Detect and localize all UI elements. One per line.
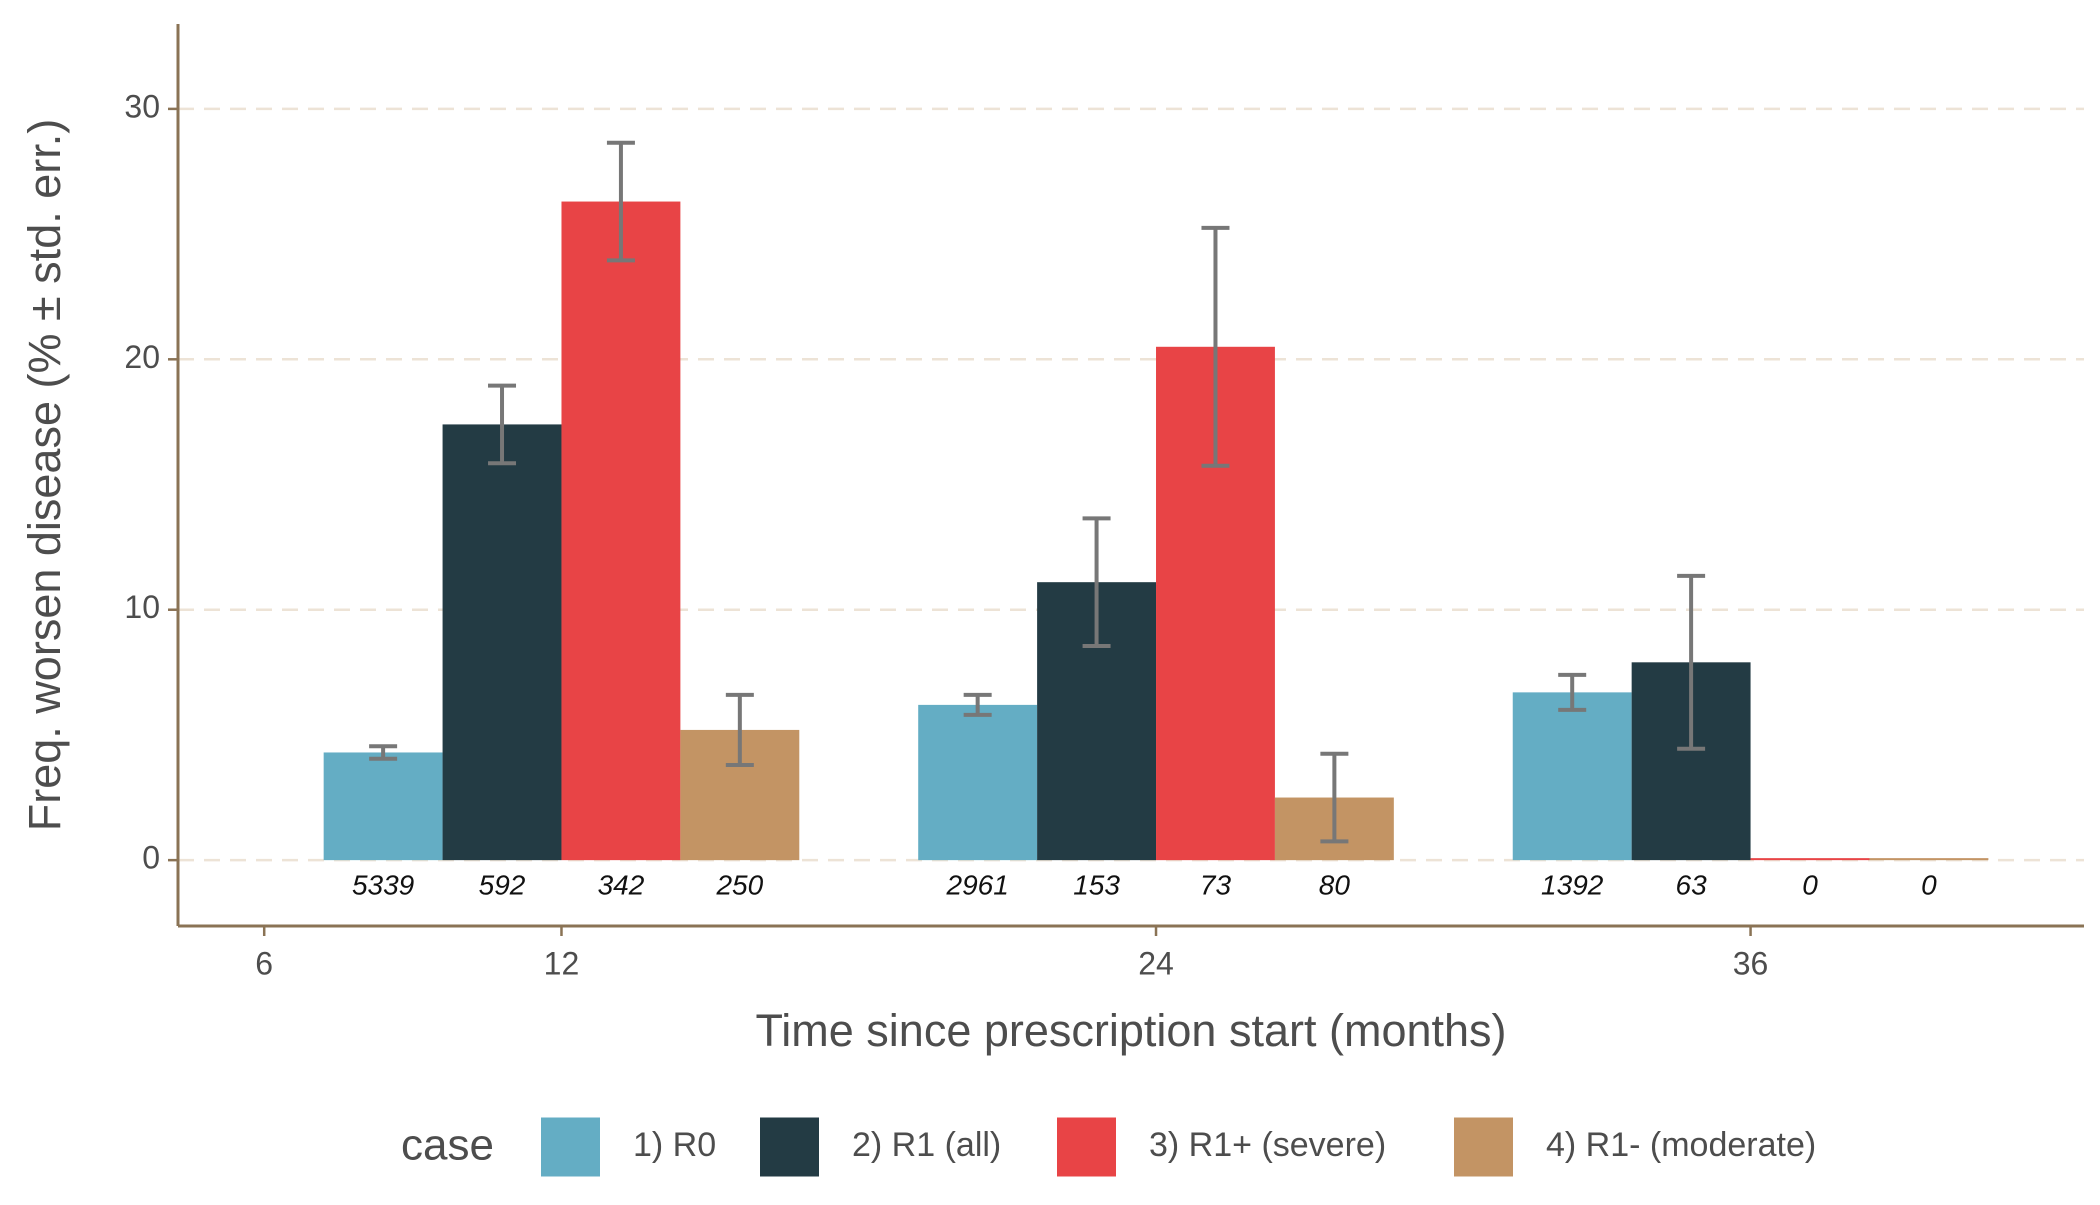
- y-tick-label: 30: [124, 88, 160, 124]
- bar: [442, 424, 562, 861]
- count-label: 342: [598, 869, 645, 900]
- legend-label: 4) R1- (moderate): [1546, 1126, 1816, 1164]
- error-bar: [606, 140, 635, 263]
- x-tick-label: 12: [544, 945, 580, 981]
- count-label: 80: [1319, 869, 1351, 900]
- error-bar: [369, 744, 398, 761]
- x-axis-title: Time since prescription start (months): [755, 1005, 1506, 1056]
- error-bar: [963, 692, 992, 717]
- error-bar: [488, 383, 517, 466]
- bar: [561, 201, 681, 861]
- legend-key: [1454, 1117, 1513, 1177]
- y-axis-title: Freq. worsen disease (% ± std. err.): [19, 119, 70, 831]
- count-label: 592: [479, 869, 526, 900]
- legend-label: 1) R0: [633, 1126, 716, 1164]
- x-tick-label: 24: [1138, 945, 1174, 981]
- count-label: 1392: [1541, 869, 1604, 900]
- y-tick-label: 20: [124, 339, 160, 375]
- error-bar: [1677, 573, 1706, 751]
- count-label: 0: [1921, 869, 1937, 900]
- legend-label: 3) R1+ (severe): [1149, 1126, 1386, 1164]
- bar: [1750, 858, 1870, 861]
- legend-key: [1057, 1117, 1116, 1177]
- y-tick-label: 0: [142, 840, 160, 876]
- count-label: 5339: [352, 869, 414, 900]
- error-bar: [1558, 672, 1587, 712]
- bar: [918, 704, 1038, 861]
- legend-title: case: [401, 1121, 494, 1170]
- error-bar: [725, 692, 754, 767]
- error-bar: [1082, 516, 1111, 649]
- count-label: 2961: [946, 869, 1009, 900]
- legend-label: 2) R1 (all): [852, 1126, 1001, 1164]
- bar: [323, 752, 443, 861]
- x-tick-label: 6: [255, 945, 273, 981]
- y-tick-label: 10: [124, 589, 160, 625]
- error-bar: [1201, 225, 1230, 468]
- count-label: 153: [1073, 869, 1120, 900]
- count-label: 73: [1200, 869, 1232, 900]
- bar: [1869, 858, 1989, 861]
- error-bar: [1320, 751, 1349, 844]
- x-tick-label: 36: [1733, 945, 1769, 981]
- count-label: 63: [1676, 869, 1708, 900]
- bar: [1512, 692, 1632, 861]
- legend-key: [760, 1117, 819, 1177]
- legend-key: [541, 1117, 600, 1177]
- count-label: 0: [1802, 869, 1818, 900]
- count-label: 250: [715, 869, 763, 900]
